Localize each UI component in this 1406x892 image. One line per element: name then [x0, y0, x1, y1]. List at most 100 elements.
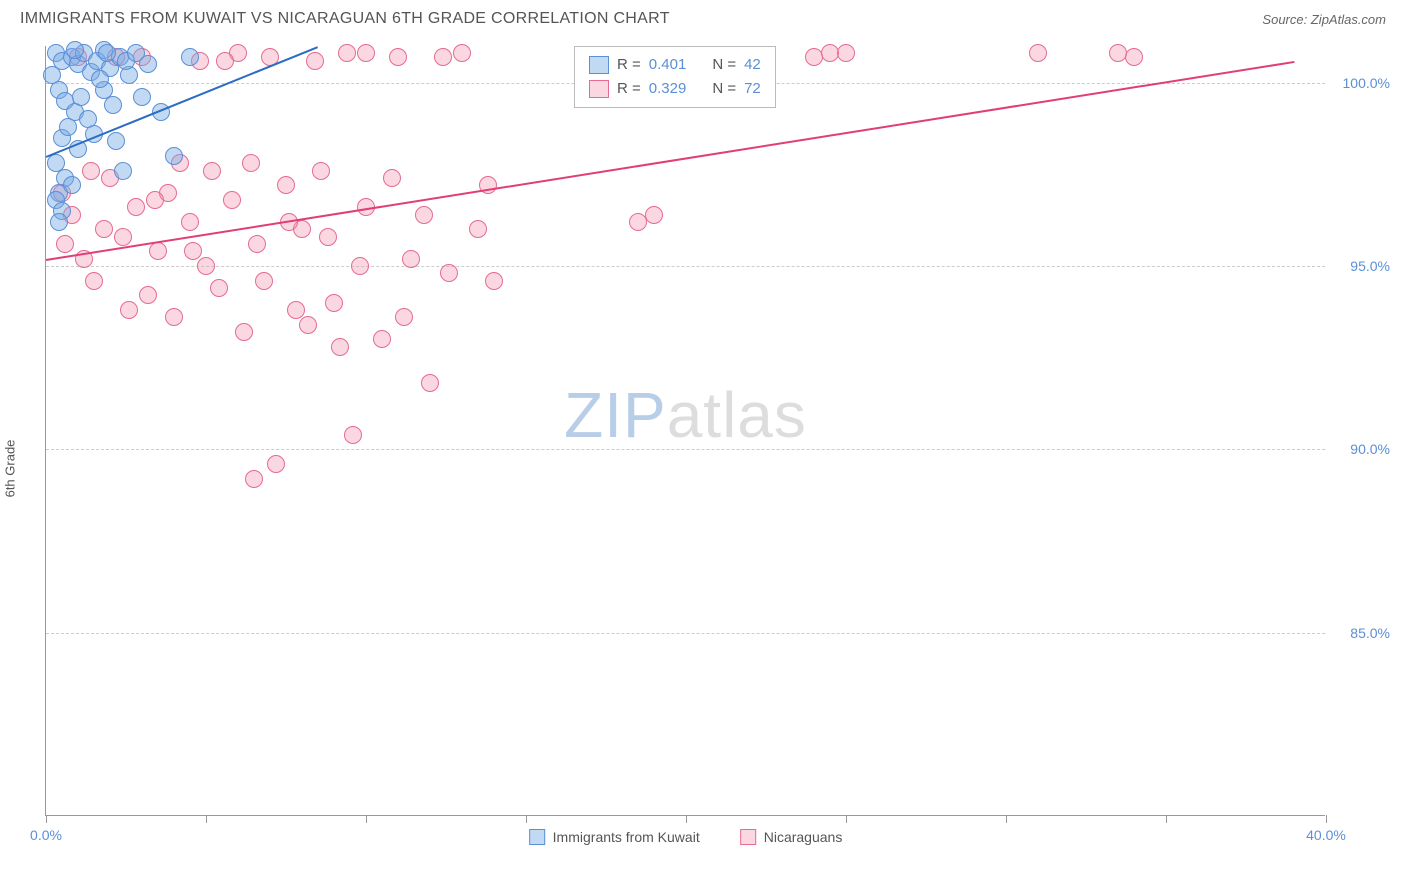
legend-swatch	[589, 80, 609, 98]
legend-r-value: 0.329	[649, 77, 687, 101]
legend-item-nicaraguans: Nicaraguans	[740, 829, 843, 845]
legend-n-label: N =	[712, 53, 736, 77]
data-point	[267, 455, 285, 473]
legend-r-label: R =	[617, 53, 641, 77]
data-point	[50, 213, 68, 231]
data-point	[383, 169, 401, 187]
data-point	[216, 52, 234, 70]
watermark: ZIPatlas	[564, 378, 807, 452]
data-point	[306, 52, 324, 70]
data-point	[82, 162, 100, 180]
data-point	[255, 272, 273, 290]
data-point	[72, 88, 90, 106]
xtick	[1326, 815, 1327, 823]
legend-row: R = 0.329 N = 72	[589, 77, 761, 101]
data-point	[85, 272, 103, 290]
xtick-label: 40.0%	[1306, 827, 1346, 843]
data-point	[312, 162, 330, 180]
xtick	[686, 815, 687, 823]
xtick	[366, 815, 367, 823]
data-point	[223, 191, 241, 209]
data-point	[43, 66, 61, 84]
data-point	[95, 220, 113, 238]
data-point	[66, 41, 84, 59]
data-point	[245, 470, 263, 488]
data-point	[56, 235, 74, 253]
source-link[interactable]: ZipAtlas.com	[1311, 12, 1386, 27]
chart-title: IMMIGRANTS FROM KUWAIT VS NICARAGUAN 6TH…	[20, 10, 670, 28]
data-point	[421, 374, 439, 392]
legend-swatch	[589, 56, 609, 74]
source-attribution: Source: ZipAtlas.com	[1262, 12, 1386, 27]
legend-n-label: N =	[712, 77, 736, 101]
data-point	[351, 257, 369, 275]
data-point	[469, 220, 487, 238]
data-point	[1029, 44, 1047, 62]
data-point	[114, 162, 132, 180]
data-point	[453, 44, 471, 62]
xtick	[206, 815, 207, 823]
data-point	[181, 213, 199, 231]
data-point	[181, 48, 199, 66]
data-point	[389, 48, 407, 66]
data-point	[373, 330, 391, 348]
data-point	[242, 154, 260, 172]
gridline	[46, 266, 1325, 267]
data-point	[344, 426, 362, 444]
source-label: Source:	[1262, 12, 1307, 27]
chart-header: IMMIGRANTS FROM KUWAIT VS NICARAGUAN 6TH…	[0, 0, 1406, 36]
xtick	[846, 815, 847, 823]
xtick	[46, 815, 47, 823]
ytick-label: 100.0%	[1343, 75, 1390, 91]
gridline	[46, 633, 1325, 634]
legend-label-nicaraguans: Nicaraguans	[764, 829, 843, 845]
watermark-part2: atlas	[667, 379, 807, 451]
data-point	[338, 44, 356, 62]
ytick-label: 95.0%	[1350, 258, 1390, 274]
gridline	[46, 449, 1325, 450]
data-point	[98, 44, 116, 62]
legend-item-kuwait: Immigrants from Kuwait	[529, 829, 700, 845]
xtick	[1166, 815, 1167, 823]
data-point	[91, 70, 109, 88]
data-point	[248, 235, 266, 253]
data-point	[395, 308, 413, 326]
legend-n-value: 42	[744, 53, 761, 77]
data-point	[434, 48, 452, 66]
data-point	[165, 308, 183, 326]
legend-top: R = 0.401 N = 42 R = 0.329 N = 72	[574, 46, 776, 108]
xtick	[1006, 815, 1007, 823]
data-point	[139, 55, 157, 73]
data-point	[203, 162, 221, 180]
watermark-part1: ZIP	[564, 379, 667, 451]
data-point	[107, 132, 125, 150]
legend-swatch-kuwait	[529, 829, 545, 845]
data-point	[1125, 48, 1143, 66]
y-axis-label: 6th Grade	[3, 440, 18, 498]
chart-container: 6th Grade ZIPatlas Immigrants from Kuwai…	[0, 36, 1406, 886]
data-point	[287, 301, 305, 319]
legend-r-label: R =	[617, 77, 641, 101]
ytick-label: 90.0%	[1350, 441, 1390, 457]
data-point	[805, 48, 823, 66]
data-point	[146, 191, 164, 209]
legend-r-value: 0.401	[649, 53, 687, 77]
data-point	[63, 176, 81, 194]
data-point	[59, 118, 77, 136]
data-point	[645, 206, 663, 224]
data-point	[127, 198, 145, 216]
legend-label-kuwait: Immigrants from Kuwait	[553, 829, 700, 845]
data-point	[149, 242, 167, 260]
data-point	[440, 264, 458, 282]
data-point	[331, 338, 349, 356]
data-point	[319, 228, 337, 246]
data-point	[837, 44, 855, 62]
data-point	[325, 294, 343, 312]
legend-n-value: 72	[744, 77, 761, 101]
data-point	[197, 257, 215, 275]
data-point	[139, 286, 157, 304]
data-point	[357, 44, 375, 62]
data-point	[133, 88, 151, 106]
legend-row: R = 0.401 N = 42	[589, 53, 761, 77]
data-point	[485, 272, 503, 290]
